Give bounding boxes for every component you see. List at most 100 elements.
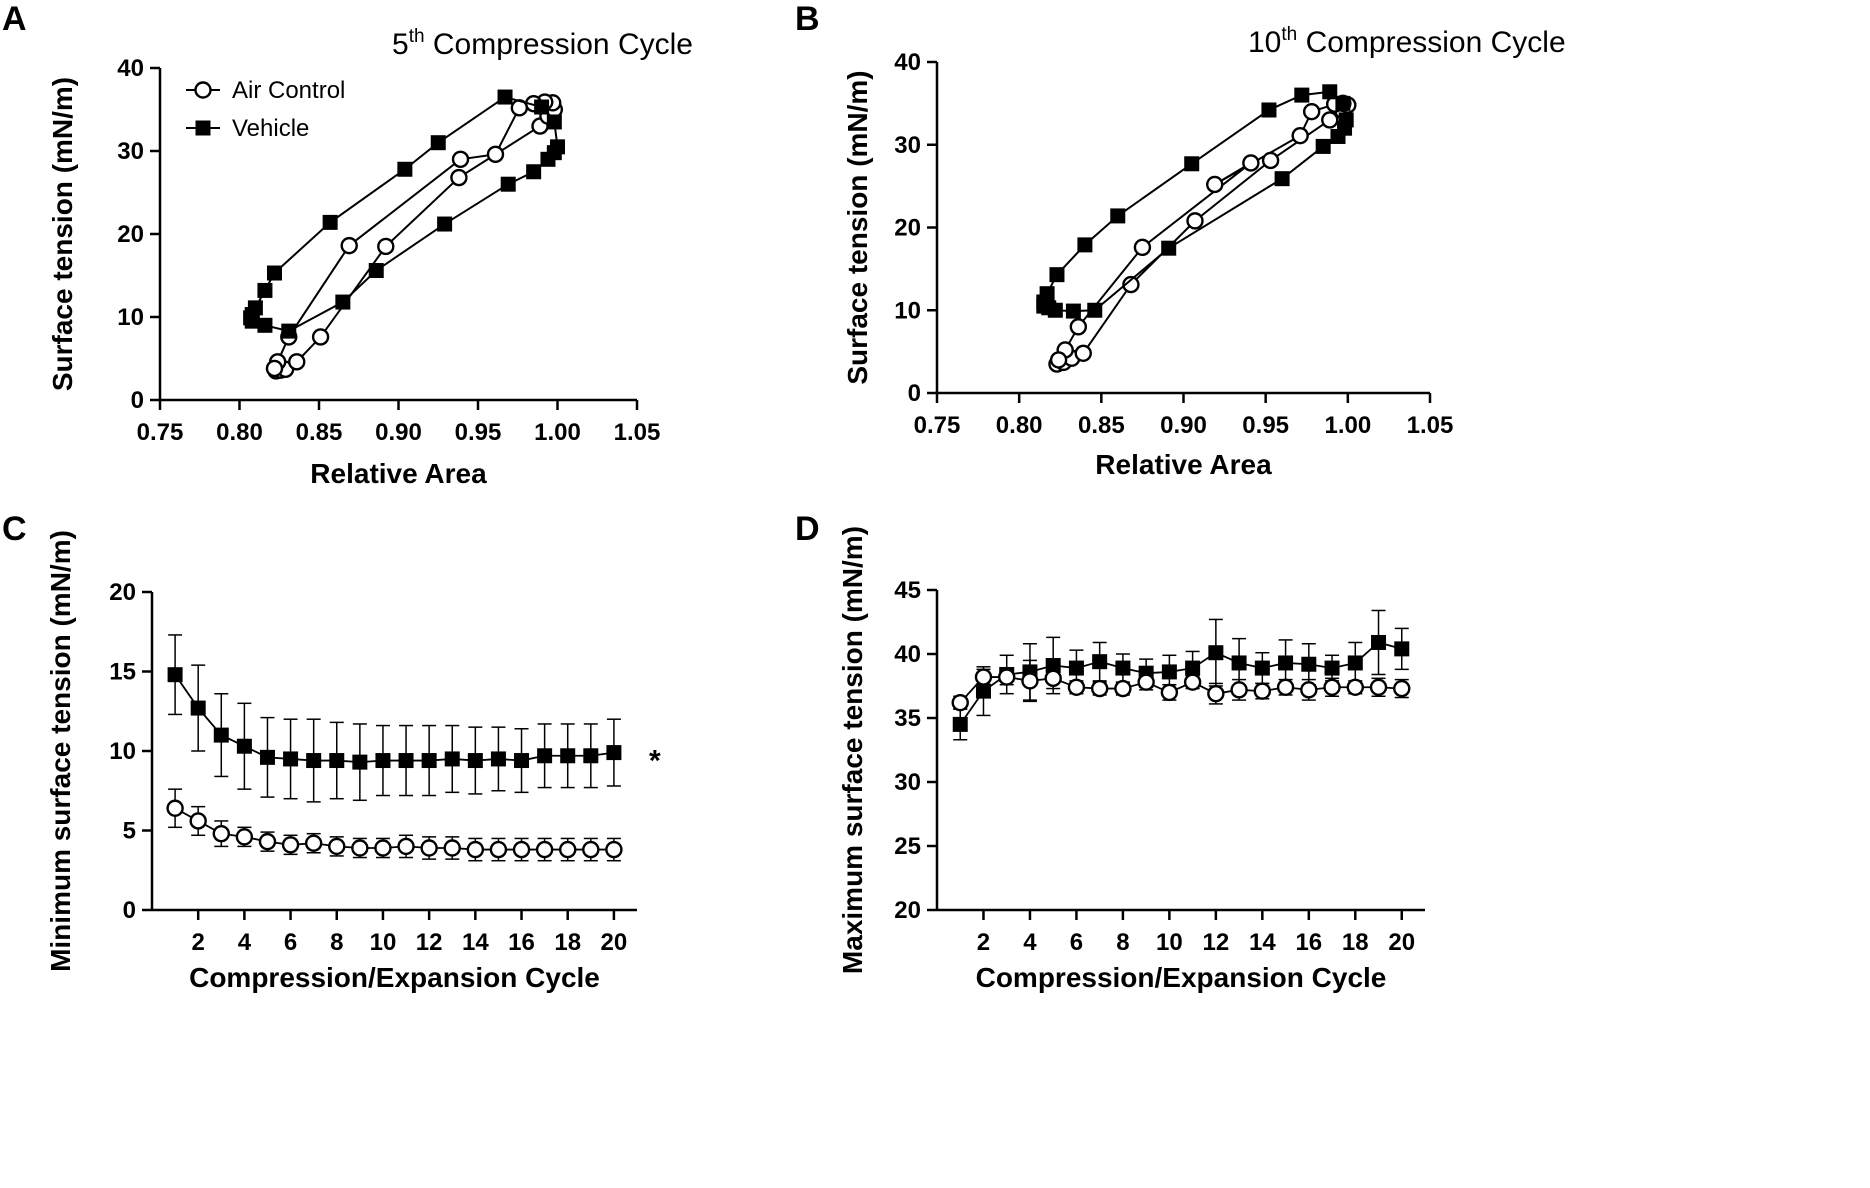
data-point-air-control bbox=[281, 836, 300, 854]
x-tick-label: 12 bbox=[1203, 929, 1230, 956]
data-point-vehicle bbox=[259, 749, 275, 765]
y-tick-label: 0 bbox=[908, 380, 921, 407]
data-point-vehicle bbox=[1338, 112, 1354, 128]
legend-marker bbox=[194, 81, 212, 99]
data-point-air-control bbox=[1300, 681, 1318, 699]
data-point-air-control bbox=[1021, 672, 1039, 690]
panel-letter: A bbox=[2, 0, 27, 38]
y-axis-title: Minimum surface tension (mN/m) bbox=[45, 530, 76, 972]
x-tick-label: 1.00 bbox=[534, 419, 581, 446]
data-point-vehicle bbox=[490, 751, 506, 767]
data-point-air-control bbox=[265, 359, 284, 378]
x-tick-label: 10 bbox=[370, 929, 397, 956]
x-tick-label: 1.05 bbox=[1407, 412, 1454, 439]
data-point-vehicle bbox=[1087, 302, 1103, 318]
data-point-air-control bbox=[340, 236, 358, 255]
data-point-vehicle bbox=[1335, 95, 1351, 111]
y-tick-label: 20 bbox=[117, 221, 144, 248]
data-point-air-control bbox=[1207, 684, 1225, 703]
data-point-air-control bbox=[1276, 678, 1295, 696]
data-point-vehicle bbox=[368, 263, 384, 279]
data-point-air-control bbox=[450, 168, 468, 187]
y-tick-label: 25 bbox=[894, 833, 921, 860]
data-point-air-control bbox=[512, 840, 531, 859]
significance-marker: * bbox=[649, 745, 661, 778]
x-tick-label: 2 bbox=[192, 929, 205, 956]
data-point-air-control bbox=[328, 837, 346, 856]
data-point-vehicle bbox=[266, 265, 282, 281]
y-tick-label: 10 bbox=[894, 297, 921, 324]
data-point-air-control bbox=[559, 840, 577, 859]
data-point-vehicle bbox=[257, 317, 273, 333]
data-point-vehicle bbox=[497, 89, 513, 105]
data-point-vehicle bbox=[1185, 660, 1201, 676]
data-point-vehicle bbox=[190, 700, 206, 716]
y-tick-label: 20 bbox=[894, 215, 921, 242]
data-point-vehicle bbox=[322, 214, 338, 230]
y-tick-label: 40 bbox=[117, 55, 144, 82]
x-tick-label: 8 bbox=[330, 929, 343, 956]
x-tick-label: 0.95 bbox=[1242, 412, 1289, 439]
data-point-air-control bbox=[1114, 679, 1132, 698]
x-tick-label: 20 bbox=[601, 929, 628, 956]
data-point-vehicle bbox=[213, 727, 229, 743]
x-tick-label: 14 bbox=[462, 929, 489, 956]
y-axis-title: Maximum surface tension (mN/m) bbox=[837, 526, 868, 974]
legend-label: Air Control bbox=[232, 77, 345, 104]
x-axis-title: Relative Area bbox=[310, 458, 487, 489]
data-point-air-control bbox=[397, 837, 415, 856]
x-axis-title: Compression/Expansion Cycle bbox=[189, 962, 600, 993]
data-point-vehicle bbox=[1208, 645, 1224, 661]
data-point-vehicle bbox=[1322, 84, 1338, 100]
data-point-air-control bbox=[1090, 679, 1109, 698]
data-point-air-control bbox=[1122, 275, 1140, 294]
x-tick-label: 0.90 bbox=[1160, 412, 1207, 439]
data-point-air-control bbox=[1230, 681, 1248, 699]
data-point-air-control bbox=[374, 839, 392, 857]
data-point-air-control bbox=[451, 150, 470, 169]
data-point-vehicle bbox=[1324, 660, 1340, 676]
data-point-vehicle bbox=[606, 745, 622, 761]
y-tick-label: 40 bbox=[894, 641, 921, 668]
panel-title: 10th Compression Cycle bbox=[1248, 24, 1566, 59]
y-tick-label: 30 bbox=[894, 769, 921, 796]
data-point-vehicle bbox=[1065, 303, 1081, 319]
title-superscript: th bbox=[1281, 24, 1297, 45]
x-tick-label: 1.05 bbox=[614, 419, 661, 446]
data-point-vehicle bbox=[560, 748, 576, 764]
data-point-air-control bbox=[605, 840, 623, 859]
data-point-air-control bbox=[1393, 679, 1411, 698]
data-point-vehicle bbox=[1261, 102, 1277, 118]
panel-a: A 5th Compression Cycle 0 10 20 30 40 0.75 0.80 0… bbox=[2, 0, 693, 489]
data-point-vehicle bbox=[583, 748, 599, 764]
data-point-vehicle bbox=[467, 753, 483, 769]
data-point-vehicle bbox=[306, 753, 322, 769]
data-point-air-control bbox=[1291, 126, 1309, 145]
x-tick-label: 1.00 bbox=[1324, 412, 1371, 439]
data-point-vehicle bbox=[283, 751, 299, 767]
data-point-vehicle bbox=[1274, 171, 1290, 187]
data-point-air-control bbox=[998, 668, 1016, 686]
legend-marker bbox=[195, 120, 211, 136]
data-point-air-control bbox=[1137, 673, 1155, 691]
data-point-air-control bbox=[1133, 238, 1152, 257]
data-point-air-control bbox=[351, 839, 369, 857]
data-point-vehicle bbox=[281, 323, 297, 339]
data-point-vehicle bbox=[1231, 655, 1247, 671]
y-tick-label: 45 bbox=[894, 577, 921, 604]
data-point-vehicle bbox=[514, 753, 530, 769]
x-tick-label: 14 bbox=[1249, 929, 1276, 956]
data-point-air-control bbox=[1183, 673, 1202, 691]
data-point-air-control bbox=[1242, 154, 1260, 172]
y-tick-label: 10 bbox=[109, 738, 136, 765]
data-point-air-control bbox=[189, 812, 207, 830]
x-tick-label: 4 bbox=[1023, 929, 1037, 956]
data-point-air-control bbox=[443, 839, 461, 857]
data-point-vehicle bbox=[1049, 267, 1065, 283]
data-point-air-control bbox=[1186, 212, 1204, 230]
data-point-air-control bbox=[258, 832, 277, 851]
x-tick-label: 0.90 bbox=[375, 419, 422, 446]
